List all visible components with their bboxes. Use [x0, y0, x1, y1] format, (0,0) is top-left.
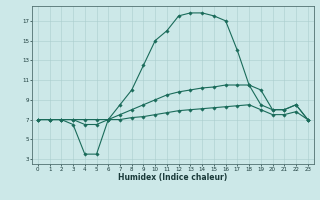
- X-axis label: Humidex (Indice chaleur): Humidex (Indice chaleur): [118, 173, 228, 182]
